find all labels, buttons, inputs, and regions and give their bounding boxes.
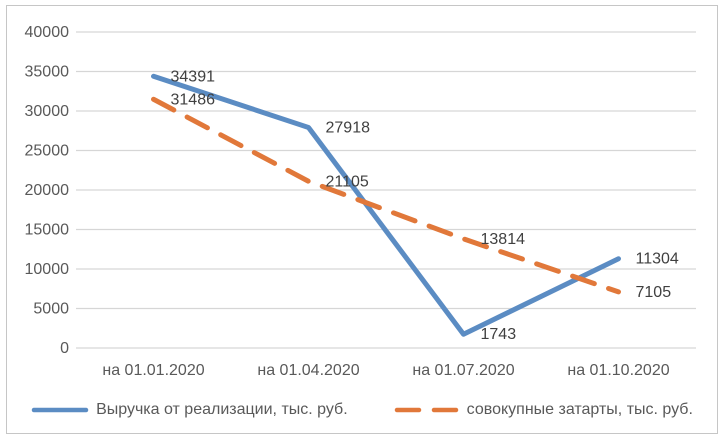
legend-dashed-line-swatch [394, 407, 459, 413]
x-axis-category-label: на 01.01.2020 [102, 362, 204, 379]
chart-legend: Выручка от реализации, тыс. руб. совокуп… [7, 394, 717, 426]
y-axis-tick-label: 10000 [25, 261, 70, 278]
chart-frame: 0 5000 10000 15000 20000 25000 30000 35000 40000… [6, 5, 718, 434]
y-axis-tick-label: 25000 [25, 143, 70, 160]
series-line-total-costs [151, 96, 621, 295]
data-label-total-costs: 31486 [171, 91, 216, 108]
y-axis-tick-label: 0 [60, 340, 69, 357]
y-axis-tick-label: 35000 [25, 64, 70, 81]
data-label-total-costs: 13814 [481, 231, 526, 248]
x-axis-category-label: на 01.04.2020 [257, 362, 359, 379]
data-label-revenue: 34391 [171, 68, 216, 85]
legend-label-total-costs: совокупные затарты, тыс. руб. [466, 401, 693, 418]
line-chart-plot-area: 0 5000 10000 15000 20000 25000 30000 35000 40000… [25, 24, 696, 379]
data-label-revenue: 1743 [481, 326, 517, 343]
legend-solid-line-swatch [31, 407, 89, 413]
data-label-total-costs: 7105 [636, 284, 672, 301]
x-axis-category-label: на 01.10.2020 [567, 362, 669, 379]
y-axis-tick-label: 15000 [25, 222, 70, 239]
legend-item-total-costs: совокупные затарты, тыс. руб. [394, 401, 693, 419]
y-axis-tick-label: 40000 [25, 24, 70, 41]
legend-item-revenue: Выручка от реализации, тыс. руб. [31, 401, 348, 419]
legend-label-revenue: Выручка от реализации, тыс. руб. [96, 401, 348, 418]
y-axis-tick-label: 5000 [33, 301, 69, 318]
x-axis-category-label: на 01.07.2020 [412, 362, 514, 379]
y-axis-tick-label: 20000 [25, 182, 70, 199]
y-axis-tick-label: 30000 [25, 103, 70, 120]
data-label-revenue: 27918 [326, 119, 371, 136]
data-label-total-costs: 21105 [326, 173, 369, 190]
data-label-revenue: 11304 [636, 251, 679, 268]
series-line-revenue [151, 73, 621, 337]
